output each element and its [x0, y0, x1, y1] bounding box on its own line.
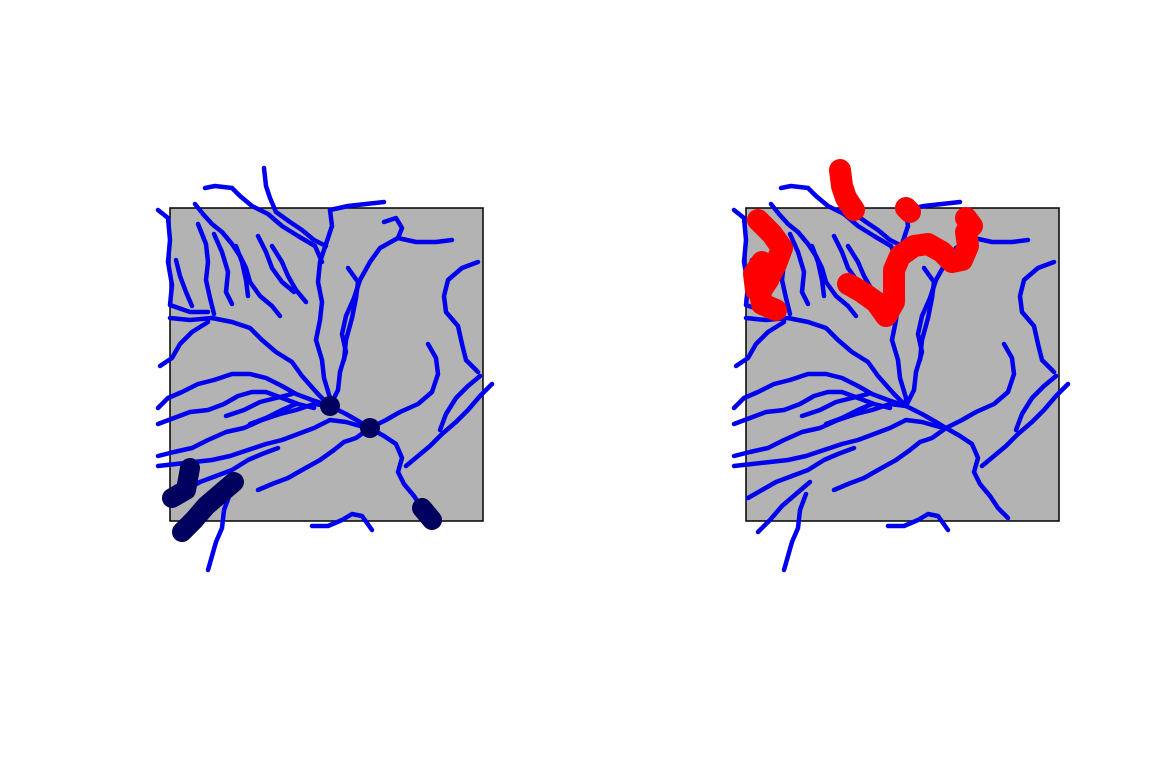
highlighted-segment [829, 159, 865, 221]
stream-line [269, 243, 309, 305]
stream-line [1017, 259, 1057, 375]
highlighted-segment [747, 209, 793, 321]
stream-line [255, 233, 297, 295]
stream-line [255, 425, 373, 493]
highlighted-segment [162, 458, 200, 508]
stream-line [395, 235, 455, 245]
stream-line [437, 373, 483, 433]
stream-line [441, 259, 481, 375]
stream-line [155, 207, 211, 315]
highlighted-segment [895, 197, 921, 223]
stream-line [971, 235, 1031, 245]
stream-line [233, 243, 251, 299]
right-highlighted-segments [743, 159, 983, 327]
stream-line [173, 257, 195, 309]
stream-line [917, 265, 937, 363]
stream-line [1013, 373, 1059, 433]
stream-line [202, 183, 325, 265]
stream-line [157, 319, 211, 369]
stream-line [778, 183, 901, 265]
highlighted-node [320, 396, 340, 416]
stream-line [943, 341, 1017, 431]
highlighted-segment [412, 498, 442, 530]
stream-line [755, 479, 813, 535]
stream-line [831, 425, 949, 493]
left-highlighted-segments [162, 396, 442, 542]
stream-line [403, 381, 495, 469]
stream-line [223, 391, 295, 419]
highlighted-segment [172, 472, 244, 542]
stream-line [261, 165, 329, 249]
stream-line [799, 391, 871, 419]
stream-line [205, 491, 233, 573]
stream-line [731, 417, 949, 469]
stream-line [787, 231, 811, 307]
stream-line [809, 243, 827, 299]
stream-line [313, 207, 335, 409]
stream-line [731, 401, 909, 459]
stream-line [155, 401, 333, 459]
stream-line [943, 425, 1011, 521]
left-river-network [155, 165, 495, 573]
right-panel [731, 159, 1071, 573]
stream-line [885, 511, 951, 533]
stream-line [155, 371, 333, 411]
left-panel [155, 165, 495, 573]
stream-line [155, 389, 317, 427]
stream-line [731, 371, 909, 411]
stream-line [211, 231, 235, 307]
stream-line [731, 389, 893, 427]
highlighted-segment [743, 251, 773, 301]
highlighted-segment [873, 289, 905, 323]
stream-line [167, 315, 333, 409]
stream-line [781, 491, 809, 573]
stream-line [979, 381, 1071, 469]
highlighted-node [360, 418, 380, 438]
stream-line [733, 319, 787, 369]
stream-line [341, 265, 361, 363]
stream-line [195, 221, 217, 317]
stream-line [367, 341, 441, 431]
stream-line [309, 511, 375, 533]
stream-line [745, 445, 857, 501]
stream-line [327, 199, 387, 213]
